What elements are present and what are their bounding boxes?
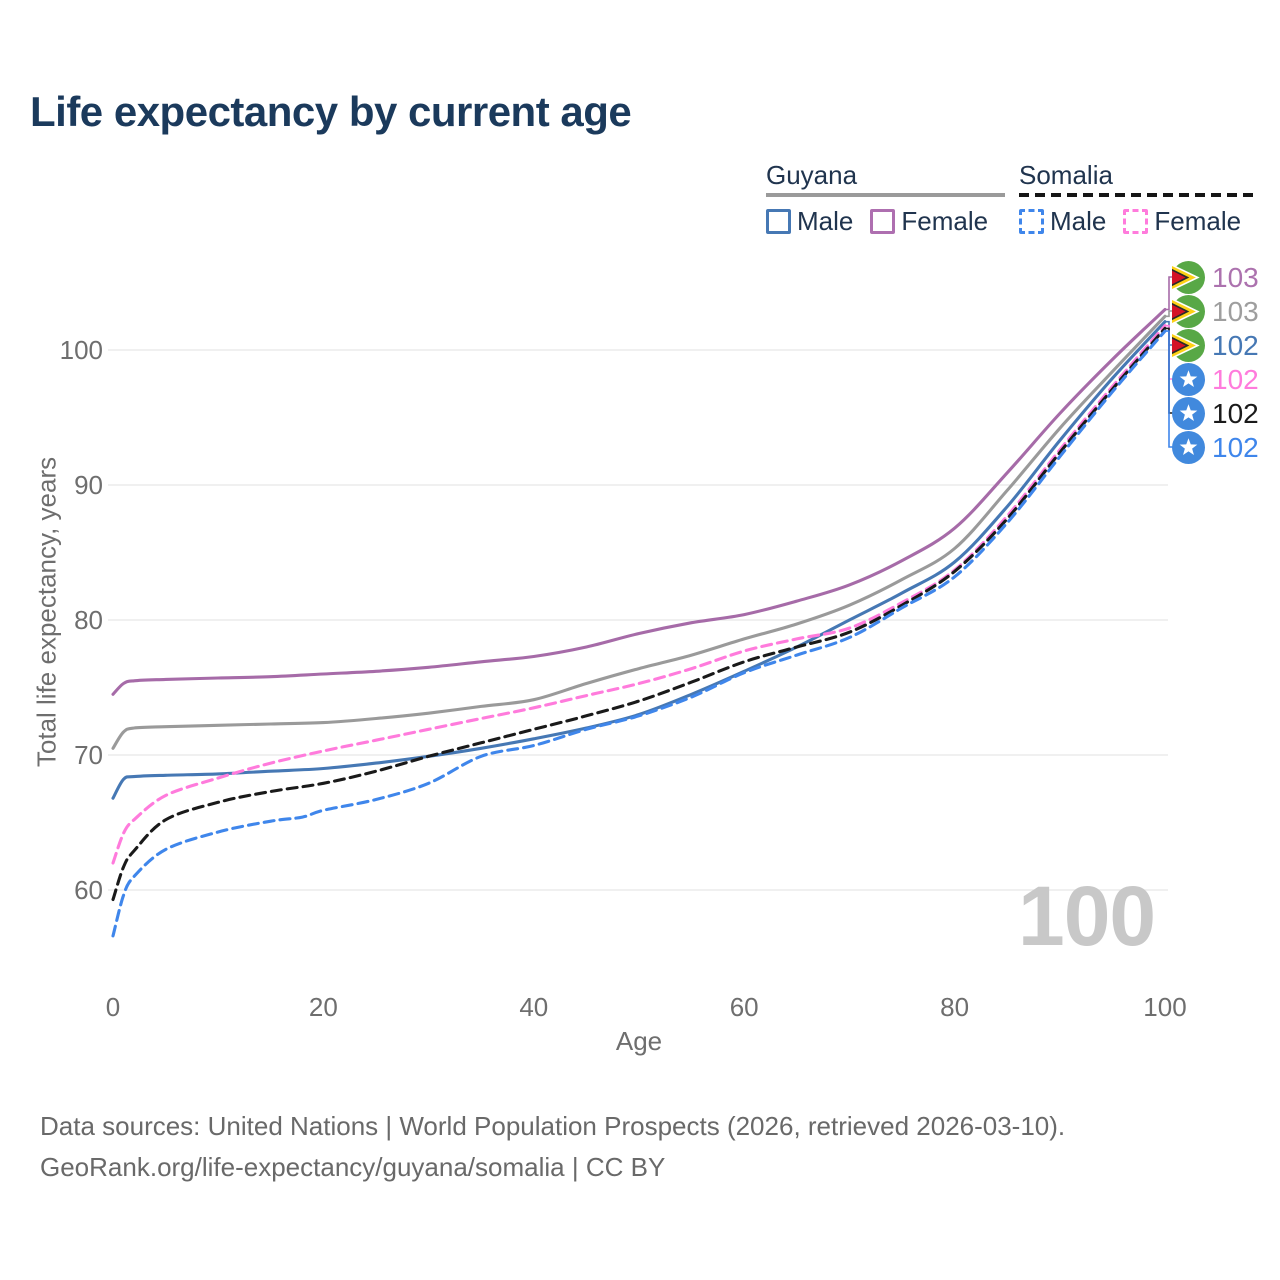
x-tick-label-40: 40: [519, 992, 549, 1022]
series-end-value-somalia-female: 102: [1212, 363, 1259, 395]
series-line-guyana-all[interactable]: [111, 314, 1167, 750]
series-end-value-guyana-all: 103: [1212, 295, 1259, 327]
x-tick-label-80: 80: [940, 992, 970, 1022]
legend-guyana-line-sample: [766, 193, 1006, 197]
footer: Data sources: United Nations | World Pop…: [40, 1106, 1065, 1188]
somalia-flag-icon: [1172, 362, 1205, 396]
series-end-value-guyana-male: 102: [1212, 329, 1259, 361]
guyana-flag-icon: [1172, 260, 1205, 294]
series-line-guyana-male[interactable]: [111, 320, 1167, 800]
watermark-age-indicator: 100: [1018, 869, 1156, 963]
legend-swatch-somalia-male[interactable]: [1019, 209, 1044, 234]
series-end-row-guyana-male: 102: [1172, 328, 1259, 362]
legend-somalia-line-sample: [1019, 193, 1259, 197]
x-tick-label-60: 60: [729, 992, 759, 1022]
legend-label-guyana-female[interactable]: Female: [901, 206, 989, 236]
legend-swatch-guyana-male[interactable]: [766, 209, 791, 234]
somalia-flag-icon: [1172, 396, 1205, 430]
series-line-somalia-female[interactable]: [111, 324, 1167, 865]
y-tick-label-70: 70: [74, 740, 103, 770]
y-tick-label-60: 60: [74, 875, 103, 905]
series-end-row-somalia-all: 102: [1172, 396, 1259, 430]
legend-group-guyana: Guyana Male Female: [766, 160, 1006, 237]
x-tick-label-100: 100: [1143, 992, 1187, 1022]
legend-label-guyana-male[interactable]: Male: [797, 206, 854, 236]
series-end-value-somalia-all: 102: [1212, 397, 1259, 429]
x-tick-label-20: 20: [308, 992, 338, 1022]
legend-swatch-guyana-female[interactable]: [870, 209, 896, 234]
legend-somalia-title[interactable]: Somalia: [1019, 160, 1113, 190]
chart-title: Life expectancy by current age: [30, 88, 632, 135]
legend-guyana-title[interactable]: Guyana: [766, 160, 858, 190]
legend-label-somalia-male[interactable]: Male: [1050, 206, 1107, 236]
guyana-flag-icon: [1172, 328, 1205, 362]
somalia-flag-icon: [1172, 430, 1205, 464]
series-end-value-somalia-male: 102: [1212, 431, 1259, 463]
series-end-row-somalia-male: 102: [1172, 430, 1259, 464]
footer-attribution: GeoRank.org/life-expectancy/guyana/somal…: [40, 1152, 666, 1182]
guyana-flag-icon: [1172, 294, 1205, 328]
legend-label-somalia-female[interactable]: Female: [1154, 206, 1242, 236]
y-tick-label-100: 100: [59, 335, 103, 365]
series-end-row-somalia-female: 102: [1172, 362, 1259, 396]
series-end-row-guyana-all: 103: [1172, 294, 1259, 328]
y-tick-label-90: 90: [74, 470, 103, 500]
series-line-guyana-female[interactable]: [111, 307, 1167, 696]
series-end-row-guyana-female: 103: [1172, 260, 1259, 294]
x-tick-label-0: 0: [105, 992, 121, 1022]
legend-swatch-somalia-female[interactable]: [1123, 209, 1149, 234]
y-axis-title: Total life expectancy, years: [31, 456, 62, 768]
y-tick-label-80: 80: [74, 605, 103, 635]
series-end-value-guyana-female: 103: [1212, 261, 1259, 293]
series-line-somalia-all[interactable]: [111, 326, 1167, 902]
footer-data-sources: Data sources: United Nations | World Pop…: [40, 1111, 1066, 1141]
x-axis-title: Age: [615, 1026, 663, 1056]
series-line-somalia-male[interactable]: [111, 329, 1167, 938]
legend-group-somalia: Somalia Male Female: [1019, 160, 1259, 237]
